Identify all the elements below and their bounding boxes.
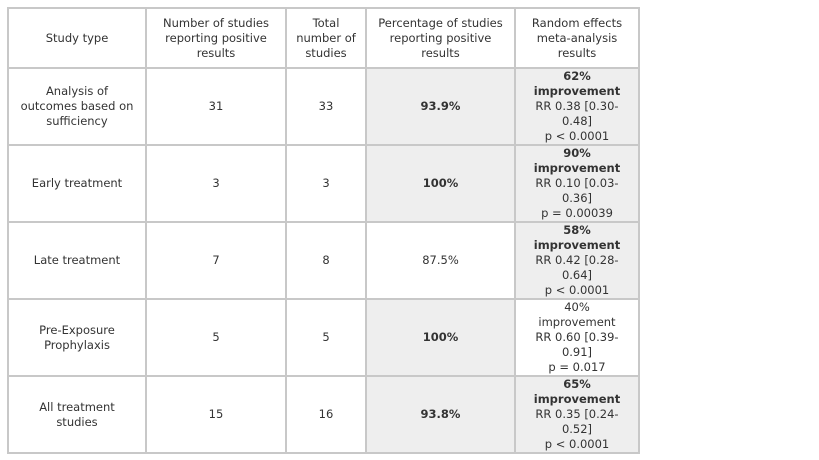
result-line: p < 0.0001 [544, 129, 610, 143]
result-line: RR 0.35 [0.24-0.52] [535, 407, 619, 436]
result-line: RR 0.10 [0.03-0.36] [535, 176, 619, 205]
table-row: All treatment studies 15 16 93.8% 65% improv… [7, 375, 640, 454]
value-cell: 87.5% [365, 221, 516, 300]
value-cell: 100% [365, 298, 516, 377]
study-type: Late treatment [7, 221, 147, 300]
value-cell: 16 [285, 375, 367, 454]
study-type: All treatment studies [7, 375, 147, 454]
result-cell: 90% improvement RR 0.10 [0.03-0.36] p = 0.… [514, 144, 640, 223]
result-line: RR 0.38 [0.30-0.48] [535, 99, 619, 128]
table-row: Pre-Exposure Prophylaxis 5 5 100% 40% improv… [7, 298, 640, 377]
header-cell: Random effects meta-analysis results [514, 7, 640, 69]
header-cell: Total number of studies [285, 7, 367, 69]
value-cell: 3 [145, 144, 287, 223]
result-cell: 65% improvement RR 0.35 [0.24-0.52] p < 0.… [514, 375, 640, 454]
result-line: 62% improvement [533, 69, 621, 98]
result-cell: 58% improvement RR 0.42 [0.28-0.64] p < 0.… [514, 221, 640, 300]
study-type: Analysis of outcomes based on sufficienc… [7, 67, 147, 146]
result-cell: 62% improvement RR 0.38 [0.30-0.48] p < 0.… [514, 67, 640, 146]
value-cell: 8 [285, 221, 367, 300]
result-line: p < 0.0001 [544, 437, 610, 451]
header-cell: Percentage of studies reporting positive… [365, 7, 516, 69]
value-cell: 93.8% [365, 375, 516, 454]
study-type: Early treatment [7, 144, 147, 223]
value-cell: 3 [285, 144, 367, 223]
result-line: p = 0.017 [548, 360, 606, 374]
value-cell: 33 [285, 67, 367, 146]
result-cell: 40% improvement RR 0.60 [0.39-0.91] p = 0.… [514, 298, 640, 377]
value-cell: 31 [145, 67, 287, 146]
result-line: 40% improvement [538, 300, 616, 329]
result-line: 58% improvement [533, 223, 621, 252]
result-line: 65% improvement [533, 377, 621, 406]
table-row: Early treatment 3 3 100% 90% improvement RR 0… [7, 144, 640, 223]
result-line: p = 0.00039 [541, 206, 613, 220]
value-cell: 100% [365, 144, 516, 223]
result-line: RR 0.60 [0.39-0.91] [535, 330, 619, 359]
header-cell: Study type [7, 7, 147, 69]
value-cell: 7 [145, 221, 287, 300]
value-cell: 5 [285, 298, 367, 377]
value-cell: 93.9% [365, 67, 516, 146]
results-table: Study type Number of studies reporting po… [7, 7, 640, 454]
header-row: Study type Number of studies reporting po… [7, 7, 640, 69]
value-cell: 5 [145, 298, 287, 377]
value-cell: 15 [145, 375, 287, 454]
header-cell: Number of studies reporting positive res… [145, 7, 287, 69]
result-line: p < 0.0001 [544, 283, 610, 297]
table-body: Analysis of outcomes based on sufficienc… [7, 67, 640, 454]
result-line: RR 0.42 [0.28-0.64] [535, 253, 619, 282]
study-type: Pre-Exposure Prophylaxis [7, 298, 147, 377]
table-row: Analysis of outcomes based on sufficienc… [7, 67, 640, 146]
result-line: 90% improvement [533, 146, 621, 175]
table-row: Late treatment 7 8 87.5% 58% improvement RR 0… [7, 221, 640, 300]
